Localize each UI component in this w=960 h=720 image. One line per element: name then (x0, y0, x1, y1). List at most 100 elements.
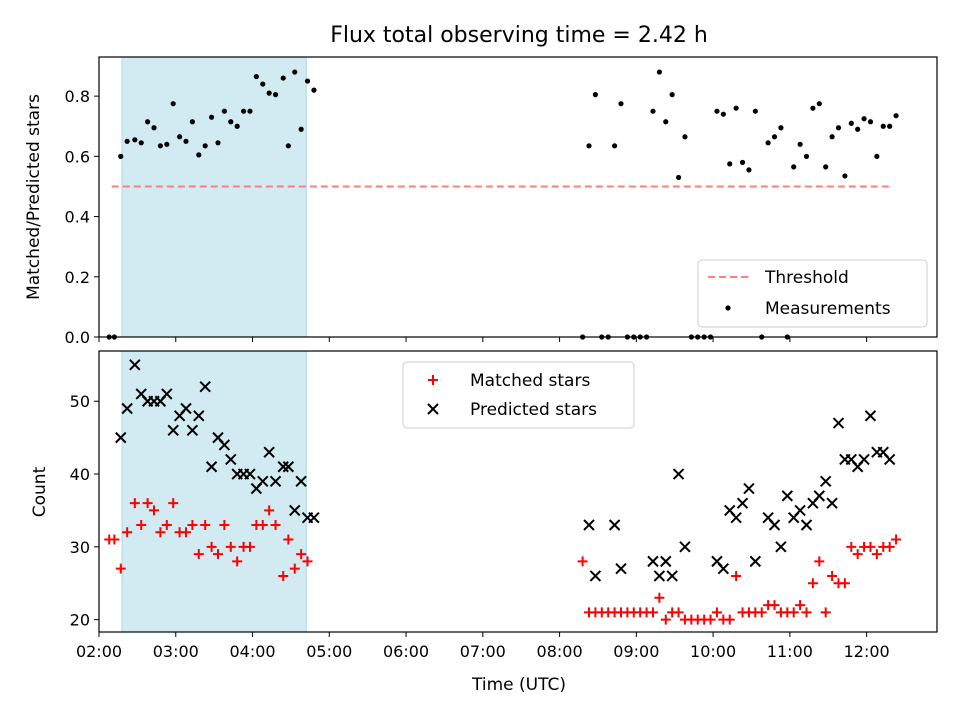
predicted-star-point (589, 570, 602, 582)
matched-star-point (289, 563, 300, 574)
measurement-point (253, 73, 259, 80)
legend-matched-swatch (428, 375, 438, 385)
predicted-star-point (257, 475, 269, 488)
measurement-point (880, 123, 886, 129)
predicted-star-point (800, 519, 813, 531)
measurement-point (650, 108, 656, 114)
x-tick-label: 06:00 (383, 642, 429, 661)
measurement-point (739, 159, 746, 165)
measurement-point (170, 101, 176, 107)
measurement-point (311, 87, 317, 93)
measurement-point (196, 152, 202, 158)
predicted-star-point (775, 541, 787, 553)
measurement-point (720, 111, 726, 117)
measurement-point (791, 164, 797, 170)
legend-box (697, 259, 928, 328)
x-tick-label: 11:00 (767, 642, 813, 661)
measurement-point (618, 101, 624, 107)
measurement-point (765, 140, 771, 146)
ratio-x-axis-ticks (98, 337, 868, 342)
measurement-point (234, 123, 240, 129)
matched-star-point (884, 541, 895, 552)
matched-star-point (577, 556, 588, 567)
measurement-point (189, 119, 195, 125)
time-x-axis-label: Time (UTC) (471, 675, 566, 695)
predicted-star-point (244, 468, 256, 480)
matched-star-point (839, 578, 850, 589)
matched-star-point (756, 607, 767, 618)
predicted-star-point (269, 475, 282, 488)
predicted-star-point (819, 475, 832, 488)
matched-star-point (769, 600, 780, 611)
y-tick-label: 0.6 (65, 147, 90, 166)
matched-star-point (807, 578, 818, 589)
predicted-star-point (308, 511, 320, 524)
matched-star-point (264, 505, 275, 516)
measurement-point (304, 78, 311, 84)
measurement-point (202, 143, 208, 149)
predicted-star-point (282, 461, 295, 473)
matched-star-point (142, 498, 153, 509)
predicted-star-point (666, 570, 678, 582)
predicted-star-point (218, 439, 231, 451)
x-tick-label: 02:00 (76, 642, 122, 661)
x-tick-label: 12:00 (844, 642, 890, 661)
measurement-point (266, 90, 272, 96)
x-tick-label: 03:00 (153, 642, 199, 661)
x-tick-label: 05:00 (306, 642, 352, 661)
matched-star-point (891, 534, 902, 545)
ratio-legend: Threshold Measurements (697, 259, 928, 328)
matched-star-point (846, 541, 857, 552)
predicted-star-point (263, 446, 275, 458)
matched-star-point (827, 570, 838, 581)
measurement-point (771, 134, 778, 140)
predicted-star-point (660, 555, 672, 568)
predicted-star-point (225, 453, 237, 466)
matched-star-point (852, 549, 863, 560)
measurement-point (118, 153, 124, 159)
x-tick-label: 09:00 (613, 642, 659, 661)
matched-star-point (122, 527, 133, 538)
matched-star-point (820, 607, 831, 618)
measurement-point (656, 69, 662, 75)
predicted-star-point (180, 402, 192, 415)
measurement-point (861, 116, 867, 122)
matched-star-point (647, 607, 658, 618)
matched-star-point (155, 527, 166, 538)
measurement-point (746, 167, 752, 173)
measurements-series (106, 69, 899, 340)
measurement-point (797, 141, 803, 147)
count-y-axis: 20 30 40 50 (70, 392, 99, 630)
measurement-point (778, 125, 784, 131)
predicted-star-point (813, 490, 826, 502)
observing-interval-band (121, 56, 307, 338)
measurement-point (874, 153, 880, 159)
measurement-point (733, 105, 739, 111)
measurement-point (138, 140, 144, 146)
matched-star-point (654, 592, 665, 603)
predicted-star-point (161, 388, 173, 400)
matched-star-point (660, 614, 671, 625)
matched-star-point (193, 549, 204, 560)
legend-measurements-label: Measurements (765, 299, 891, 319)
predicted-star-point (608, 519, 621, 531)
observing-interval-shade-bottom (121, 350, 307, 633)
measurement-point (240, 108, 247, 114)
matched-star-point (232, 556, 243, 567)
matched-star-point (788, 607, 799, 618)
y-tick-label: 20 (70, 611, 90, 630)
measurement-point (298, 126, 304, 132)
legend-threshold-label: Threshold (764, 268, 849, 288)
measurement-point (682, 134, 688, 140)
matched-star-point (278, 570, 289, 581)
predicted-star-point (199, 380, 211, 393)
measurement-point (855, 126, 861, 132)
measurement-point (714, 108, 720, 114)
matched-star-point (283, 534, 294, 545)
predicted-star-point (277, 461, 289, 473)
predicted-star-point (583, 519, 595, 531)
predicted-star-point (121, 402, 133, 415)
matched-star-point (724, 614, 735, 625)
measurement-point (145, 119, 151, 125)
